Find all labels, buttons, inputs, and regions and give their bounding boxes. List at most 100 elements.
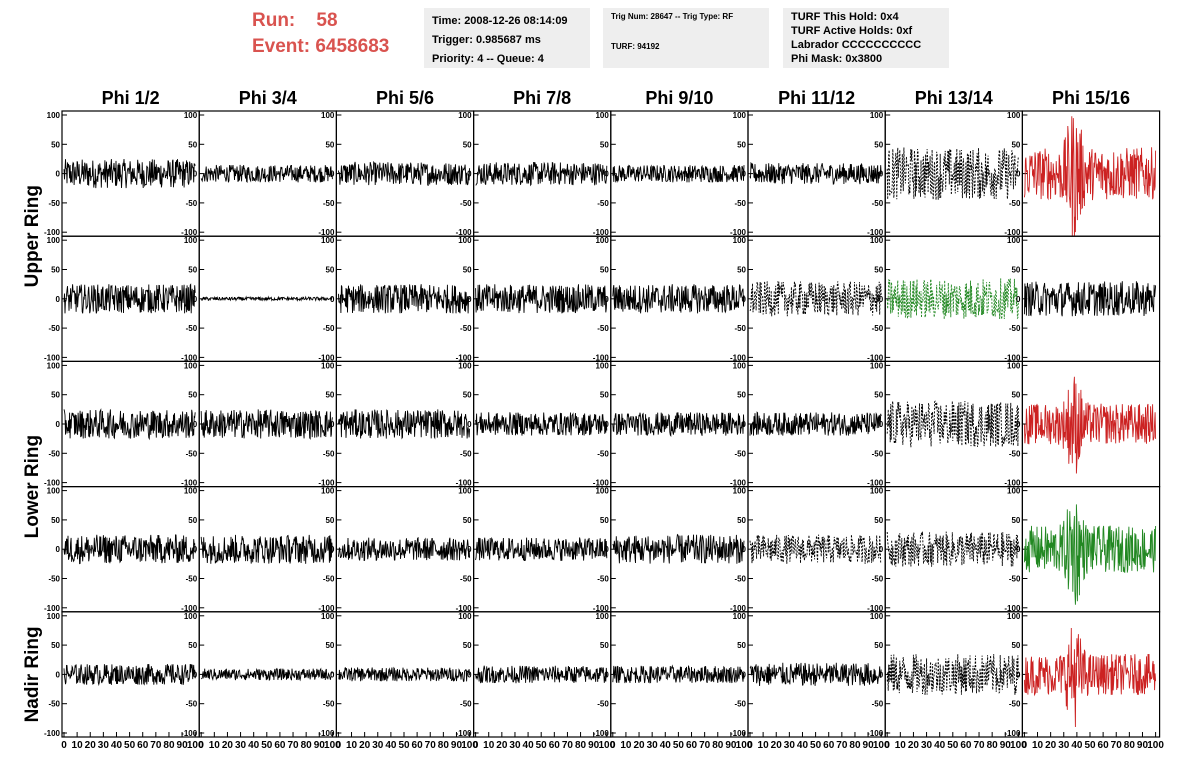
y-tick-label: -50: [323, 700, 335, 709]
y-tick-label: 50: [325, 391, 334, 400]
y-tick-label: 0: [1016, 670, 1021, 679]
x-tick-label: 100: [324, 740, 341, 751]
y-tick-label: 100: [595, 612, 609, 621]
run-event-box: Run: 58 Event: 6458683: [252, 8, 417, 64]
y-tick-label: 100: [733, 236, 747, 245]
y-tick-label: 0: [330, 670, 335, 679]
x-tick-label: 0: [61, 740, 67, 751]
y-tick-label: 0: [193, 670, 198, 679]
y-tick-label: -100: [730, 604, 747, 613]
y-tick-label: 100: [1007, 111, 1021, 120]
y-tick-label: -100: [867, 228, 884, 237]
y-tick-label: 100: [870, 612, 884, 621]
waveform-trace: [475, 412, 608, 436]
y-tick-label: -50: [186, 324, 198, 333]
column-title: Phi 13/14: [915, 88, 993, 108]
y-tick-label: 100: [733, 361, 747, 370]
y-tick-label: -100: [456, 228, 473, 237]
y-tick-label: -50: [597, 324, 609, 333]
y-tick-label: -100: [867, 729, 884, 738]
y-tick-label: 0: [604, 295, 609, 304]
y-tick-label: 50: [1011, 391, 1020, 400]
y-tick-label: 100: [870, 111, 884, 120]
y-tick-label: -100: [181, 353, 198, 362]
x-tick-label: 0: [473, 740, 479, 751]
y-tick-label: -100: [318, 729, 335, 738]
waveform-trace: [749, 281, 882, 317]
y-tick-label: -50: [48, 700, 60, 709]
turf-info-box: TURF This Hold: 0x4 TURF Active Holds: 0…: [783, 8, 949, 68]
y-tick-label: 50: [1011, 140, 1020, 149]
event-label: Event:: [252, 36, 311, 57]
x-tick-label: 60: [686, 740, 698, 751]
y-tick-label: 50: [463, 266, 472, 275]
x-tick-label: 40: [111, 740, 123, 751]
x-tick-label: 90: [725, 740, 737, 751]
y-tick-label: -50: [48, 575, 60, 584]
y-tick-label: 50: [1011, 516, 1020, 525]
y-tick-label: -50: [734, 324, 746, 333]
x-tick-label: 100: [736, 740, 753, 751]
y-tick-label: 0: [56, 545, 61, 554]
x-tick-label: 70: [836, 740, 848, 751]
y-tick-label: -50: [48, 324, 60, 333]
y-tick-label: 0: [1016, 420, 1021, 429]
x-tick-label: 90: [314, 740, 326, 751]
x-tick-label: 40: [660, 740, 672, 751]
x-tick-label: 30: [509, 740, 521, 751]
y-tick-label: 100: [733, 487, 747, 496]
x-tick-label: 40: [1071, 740, 1083, 751]
x-tick-label: 50: [810, 740, 822, 751]
y-tick-label: 50: [51, 516, 60, 525]
x-tick-label: 100: [873, 740, 890, 751]
waveform-trace: [749, 411, 882, 436]
waveform-trace: [63, 158, 196, 189]
y-tick-label: -100: [867, 604, 884, 613]
y-tick-label: -100: [730, 353, 747, 362]
y-tick-label: 0: [330, 545, 335, 554]
y-tick-label: 0: [193, 170, 198, 179]
y-tick-label: -50: [1009, 700, 1021, 709]
y-tick-label: 0: [604, 545, 609, 554]
x-tick-label: 0: [198, 740, 204, 751]
y-tick-label: 100: [458, 361, 472, 370]
x-tick-label: 100: [1147, 740, 1164, 751]
y-tick-label: 50: [325, 516, 334, 525]
y-tick-label: 100: [870, 236, 884, 245]
y-tick-label: 100: [458, 487, 472, 496]
column-title: Phi 11/12: [778, 88, 855, 108]
y-tick-label: -50: [1009, 449, 1021, 458]
x-tick-label: 10: [620, 740, 632, 751]
x-tick-label: 0: [884, 740, 890, 751]
turf-line: TURF: 94192: [611, 42, 660, 51]
waveform-trace: [1023, 627, 1157, 728]
x-tick-label: 80: [575, 740, 587, 751]
waveform-trace: [1023, 376, 1157, 474]
y-tick-label: -50: [734, 700, 746, 709]
x-tick-label: 80: [849, 740, 861, 751]
x-tick-label: 60: [412, 740, 424, 751]
y-tick-label: 100: [321, 487, 335, 496]
y-tick-label: -100: [44, 729, 61, 738]
y-tick-label: -100: [730, 729, 747, 738]
x-tick-label: 30: [235, 740, 247, 751]
y-tick-label: -50: [1009, 199, 1021, 208]
x-tick-label: 90: [588, 740, 600, 751]
y-tick-label: 0: [330, 420, 335, 429]
y-tick-label: -100: [44, 228, 61, 237]
x-tick-label: 20: [633, 740, 645, 751]
x-tick-label: 10: [72, 740, 84, 751]
y-tick-label: 0: [330, 170, 335, 179]
x-tick-label: 90: [451, 740, 463, 751]
waveform-trace: [200, 295, 333, 302]
x-tick-label: 0: [1022, 740, 1028, 751]
y-tick-label: 50: [463, 140, 472, 149]
waveform-trace: [200, 534, 333, 564]
y-tick-label: -100: [730, 479, 747, 488]
waveform-trace: [338, 666, 471, 683]
y-tick-label: -100: [181, 604, 198, 613]
y-tick-label: -100: [593, 228, 610, 237]
waveform-trace: [1023, 116, 1157, 237]
waveform-trace: [612, 664, 745, 684]
y-tick-label: 50: [188, 516, 197, 525]
